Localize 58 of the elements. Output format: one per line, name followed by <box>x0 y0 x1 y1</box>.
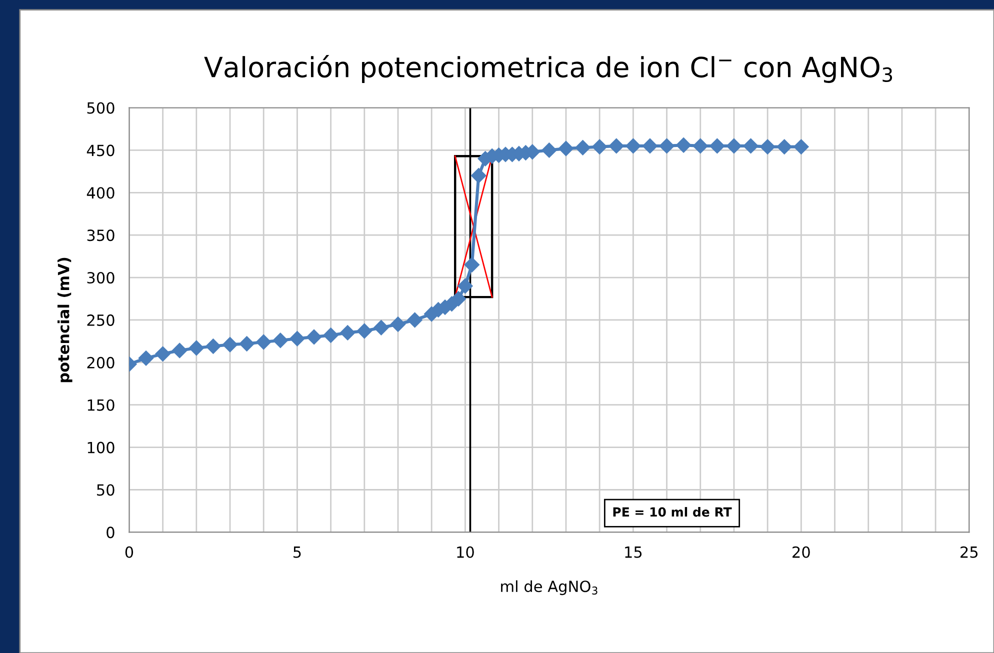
point <box>450 291 466 306</box>
point <box>256 334 272 350</box>
y-tick-label: 0 <box>106 526 114 538</box>
point <box>390 316 406 332</box>
point <box>542 142 557 158</box>
point <box>374 320 389 336</box>
point <box>676 138 692 153</box>
point <box>340 325 356 340</box>
x-tick-label: 15 <box>625 546 642 558</box>
y-tick-label: 250 <box>87 314 114 326</box>
point <box>206 338 221 354</box>
y-tick-label: 200 <box>87 356 114 368</box>
point <box>272 332 288 348</box>
point <box>710 138 725 154</box>
point <box>659 138 674 154</box>
y-tick-label: 150 <box>88 399 114 411</box>
x-tick-label: 25 <box>960 546 978 558</box>
point <box>356 323 372 339</box>
y-tick-label: 350 <box>87 230 114 242</box>
point <box>306 329 322 345</box>
y-tick-label: 450 <box>86 144 114 156</box>
point <box>155 346 170 362</box>
chart-title: Valoración potenciometrica de ion Cl$^{−}$ con AgNO$_{3}$ <box>204 54 892 83</box>
point <box>222 337 238 352</box>
x-tick-label: 20 <box>792 546 810 558</box>
x-axis-title: ml de AgNO$_{3}$ <box>501 580 598 596</box>
y-axis-title: potencial (mV) <box>57 258 72 382</box>
point <box>575 140 590 156</box>
x-tick-label: 10 <box>457 546 474 558</box>
point <box>471 168 486 184</box>
annotation: PE = 10 ml de RT <box>613 507 732 517</box>
point <box>290 331 305 346</box>
point <box>323 328 338 343</box>
point <box>692 138 708 154</box>
point <box>172 342 188 358</box>
point <box>608 138 624 154</box>
y-tick-label: 500 <box>87 102 114 114</box>
point <box>776 139 792 154</box>
point <box>626 138 641 154</box>
x-tick-label: 5 <box>294 546 301 558</box>
point <box>642 138 658 154</box>
y-tick-label: 300 <box>87 272 114 284</box>
y-tick-label: 50 <box>97 484 114 496</box>
point <box>138 350 154 366</box>
point <box>239 336 254 352</box>
point <box>592 139 608 154</box>
point <box>726 138 742 154</box>
point <box>458 278 473 294</box>
y-tick-label: 100 <box>88 442 114 454</box>
point <box>558 140 574 156</box>
point <box>743 138 758 154</box>
y-tick-label: 400 <box>86 187 114 199</box>
point <box>407 312 422 328</box>
point <box>188 340 204 356</box>
x-tick-label: 0 <box>125 546 134 558</box>
point <box>464 257 480 272</box>
point <box>794 139 809 154</box>
point <box>760 139 776 154</box>
